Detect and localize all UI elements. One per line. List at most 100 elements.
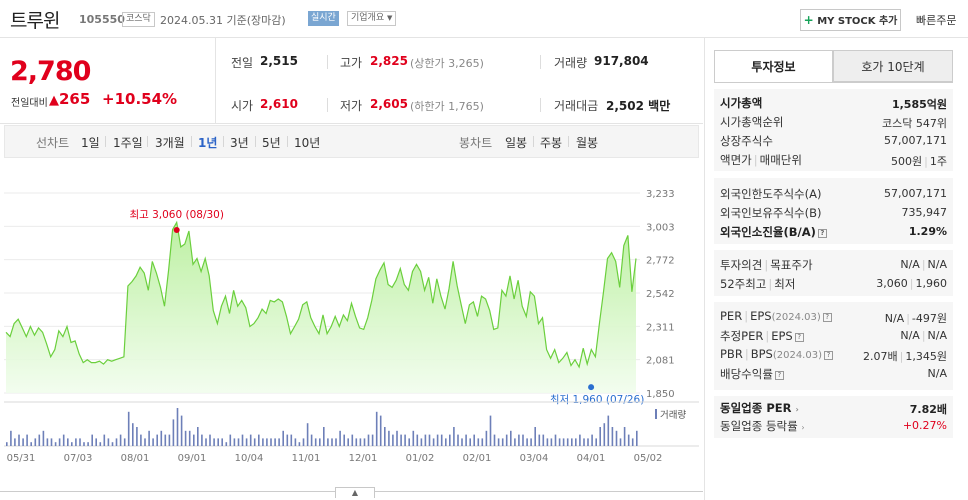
- volume-bar: [34, 438, 37, 446]
- volume-bar: [197, 427, 199, 446]
- foreign-ratio-label[interactable]: 외국인소진율(B/A)?: [720, 224, 827, 240]
- volume-bar: [627, 434, 630, 446]
- help-icon[interactable]: ?: [794, 333, 804, 342]
- tab-invest-info[interactable]: 투자정보: [714, 50, 833, 82]
- pbr-bps-label[interactable]: PBR | BPS(2024.03)?: [720, 347, 833, 361]
- volume-bar: [79, 438, 81, 446]
- volume-bar: [107, 438, 110, 446]
- volume-bar: [278, 438, 280, 446]
- sector-change-label[interactable]: 동일업종 등락률 ›: [720, 419, 805, 433]
- volume-bar: [351, 434, 354, 446]
- quote-panel: [0, 38, 703, 124]
- volume-bar: [319, 438, 321, 446]
- volume-bar: [123, 438, 126, 446]
- volume-bar: [562, 438, 565, 446]
- company-overview-button[interactable]: 기업개요 ▼: [347, 11, 397, 26]
- low-label: 저가: [340, 99, 363, 113]
- market-cap-section: [714, 89, 953, 171]
- prev-close-value: 2,515: [260, 54, 298, 68]
- divider: [568, 136, 569, 147]
- volume-bar: [363, 438, 366, 446]
- volume-bar: [144, 438, 146, 446]
- help-icon[interactable]: ?: [823, 351, 833, 360]
- volume-bar: [428, 434, 431, 446]
- period-tab-1y[interactable]: 1년: [198, 136, 218, 150]
- price-line: [5, 220, 637, 369]
- volume-bar: [469, 438, 471, 446]
- sector-per-label[interactable]: 동일업종 PER ›: [720, 401, 799, 415]
- period-tab-10y[interactable]: 10년: [294, 136, 321, 150]
- help-icon[interactable]: ?: [822, 313, 832, 322]
- volume-bar: [514, 438, 516, 446]
- par-unit-value: 500원 | 1주: [891, 155, 947, 168]
- volume-bar: [400, 434, 402, 446]
- volume-bar: [355, 438, 358, 446]
- candle-tab-daily[interactable]: 일봉: [505, 136, 528, 150]
- volume-bar: [119, 434, 122, 446]
- volume-bar: [599, 427, 601, 446]
- divider: [714, 82, 953, 83]
- volume-bar: [497, 438, 500, 446]
- volume-bar: [83, 442, 85, 446]
- add-mystock-button[interactable]: + MY STOCK 추가: [800, 9, 901, 31]
- period-tab-1w[interactable]: 1주일: [113, 136, 143, 150]
- volume-bar: [631, 438, 634, 446]
- divider: [287, 136, 288, 147]
- volume-bar: [42, 430, 45, 446]
- volume-bar: [111, 442, 114, 446]
- volume-bar: [298, 442, 301, 446]
- x-tick-label: 05/02: [634, 453, 663, 464]
- dividend-label[interactable]: 배당수익률?: [720, 366, 784, 382]
- low-marker: [588, 384, 595, 391]
- foreign-section: [714, 178, 953, 244]
- volume-bar: [538, 434, 541, 446]
- volume-bar: [623, 427, 626, 446]
- volume-bar: [575, 438, 577, 446]
- volume-bar: [258, 434, 260, 446]
- foreign-limit-label: 외국인한도주식수(A): [720, 187, 822, 201]
- w52-label: 52주최고 | 최저: [720, 277, 796, 291]
- price-chart[interactable]: 3,233 3,003 2,772 2,542 2,311 2,081 1,850 최고 3…: [0, 158, 703, 491]
- volume-bar: [343, 434, 345, 446]
- collapse-chart-button[interactable]: ▲: [335, 487, 375, 498]
- volume-bar: [453, 427, 455, 446]
- volume-bar: [233, 438, 236, 446]
- help-icon[interactable]: ?: [817, 229, 827, 238]
- period-tab-3m[interactable]: 3개월: [155, 136, 185, 150]
- realtime-button[interactable]: 실시간: [308, 11, 339, 26]
- sector-change-value: +0.27%: [902, 419, 947, 432]
- volume-bar: [323, 427, 325, 446]
- volume-bar: [180, 415, 183, 446]
- period-tab-3y[interactable]: 3년: [230, 136, 249, 150]
- divider: [223, 136, 224, 147]
- est-per-eps-label[interactable]: 추정PER | EPS?: [720, 328, 804, 344]
- volume-bar: [10, 430, 12, 446]
- candle-chart-label: 봉차트: [459, 136, 493, 150]
- volume-bar: [379, 415, 382, 446]
- volume-bar: [412, 430, 415, 446]
- quote-date: 2024.05.31 기준(장마감): [160, 14, 286, 27]
- x-tick-label: 05/31: [7, 453, 36, 464]
- volume-bar: [306, 423, 309, 446]
- period-tab-5y[interactable]: 5년: [262, 136, 281, 150]
- period-tab-1d[interactable]: 1일: [81, 136, 100, 150]
- volume-bar: [172, 419, 175, 446]
- volume-bar: [132, 423, 134, 446]
- volume-bar: [493, 434, 496, 446]
- per-eps-label[interactable]: PER | EPS(2024.03)?: [720, 309, 832, 323]
- pbr-bps-value: 2.07배 | 1,345원: [863, 350, 947, 363]
- help-icon[interactable]: ?: [774, 371, 784, 380]
- candle-tab-monthly[interactable]: 월봉: [576, 136, 599, 150]
- tab-orderbook[interactable]: 호가 10단계: [833, 50, 953, 82]
- volume-bar: [611, 427, 614, 446]
- volume-bar: [485, 430, 488, 446]
- volume-bar: [457, 434, 459, 446]
- x-tick-label: 09/01: [178, 453, 207, 464]
- y-tick-label: 3,233: [646, 189, 675, 200]
- volume-bar: [266, 438, 268, 446]
- candle-tab-weekly[interactable]: 주봉: [540, 136, 563, 150]
- quick-order-link[interactable]: 빠른주문: [916, 14, 957, 27]
- volume-bar: [534, 427, 536, 446]
- volume-bar: [160, 430, 163, 446]
- x-tick-label: 02/01: [463, 453, 492, 464]
